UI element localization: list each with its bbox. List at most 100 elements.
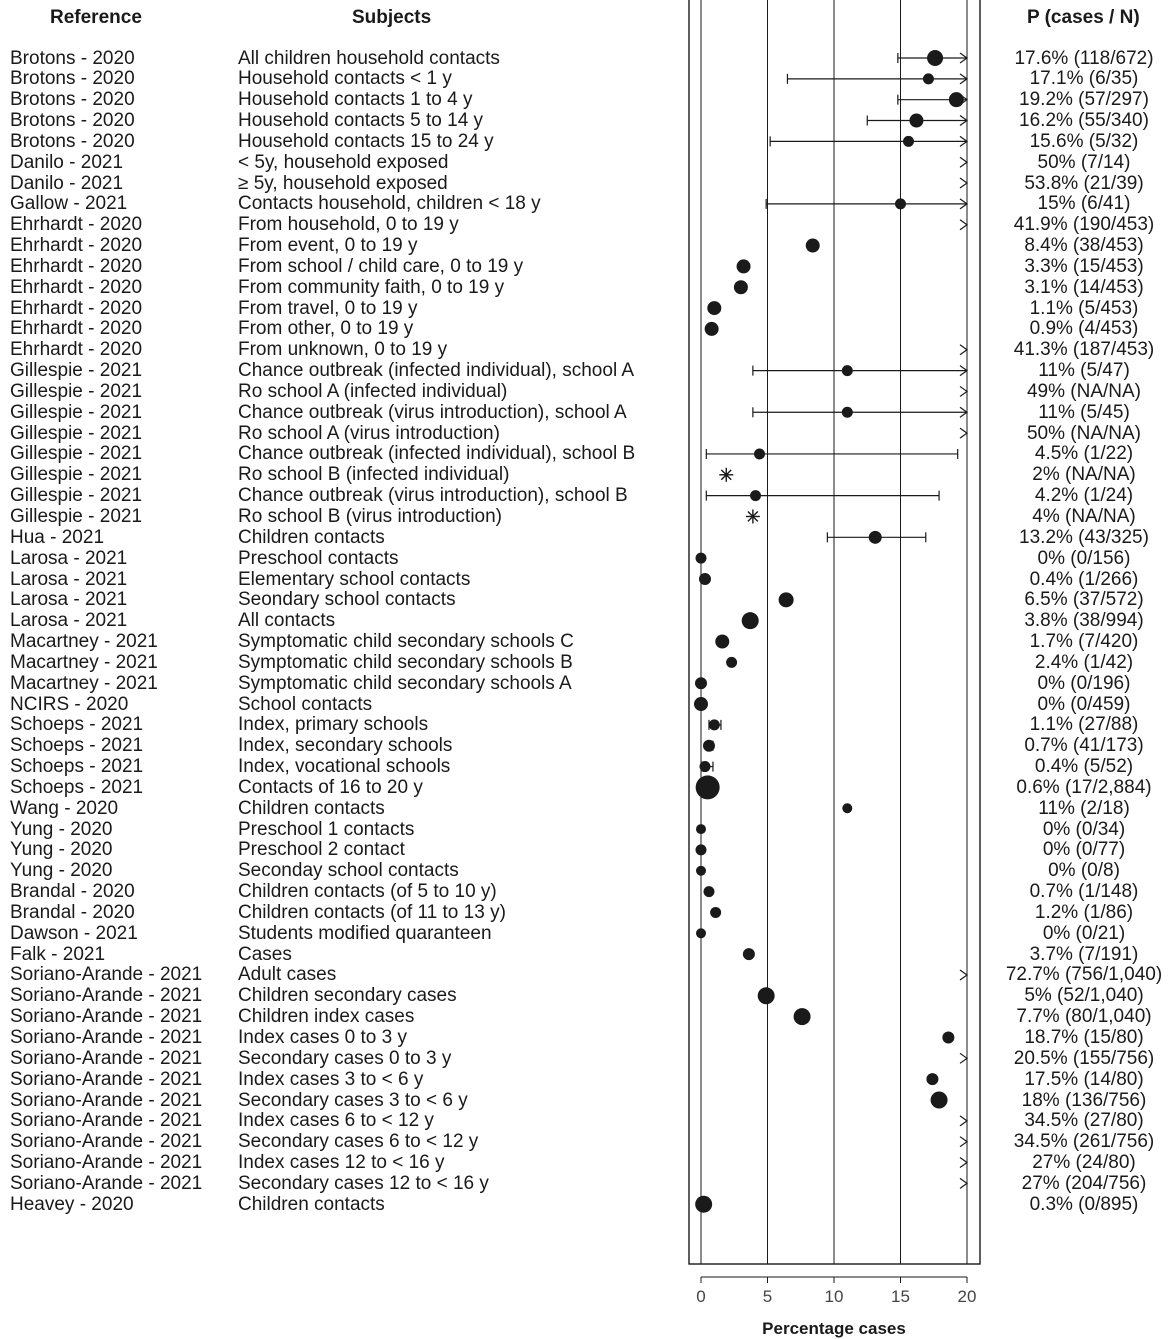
- subject-cell: Household contacts 1 to 4 y: [238, 89, 473, 111]
- reference-cell: Soriano-Arande - 2021: [10, 1131, 203, 1153]
- estimate-point: [702, 739, 715, 752]
- reference-cell: Soriano-Arande - 2021: [10, 1026, 203, 1048]
- x-axis-label: Percentage cases: [762, 1319, 906, 1338]
- subject-cell: Index cases 6 to < 12 y: [238, 1110, 434, 1132]
- estimate-point: [909, 113, 924, 128]
- subject-cell: All children household contacts: [238, 47, 500, 69]
- table-row: Soriano-Arande - 2021 Secondary cases 12 …: [0, 1173, 1174, 1194]
- ci-arrow: [959, 52, 969, 64]
- subject-cell: Household contacts 15 to 24 y: [238, 130, 494, 152]
- p-cases-cell: 15% (6/41): [1037, 193, 1131, 215]
- p-cases-cell: 11% (5/47): [1038, 360, 1130, 382]
- table-row: Soriano-Arande - 2021 Secondary cases 6 t…: [0, 1131, 1174, 1152]
- p-cases-cell: 5% (52/1,040): [1024, 985, 1144, 1007]
- reference-cell: Larosa - 2021: [10, 547, 128, 569]
- p-cases-cell: 18% (136/756): [1021, 1089, 1147, 1111]
- p-cases-cell: 17.1% (6/35): [1029, 68, 1139, 90]
- table-row: Heavey - 2020 Children contacts 0.3% (0/89…: [0, 1194, 1174, 1215]
- estimate-point: [699, 761, 711, 773]
- p-cases-cell: 0.6% (17/2,884): [1016, 776, 1152, 798]
- p-cases-cell: 4.2% (1/24): [1034, 485, 1134, 507]
- table-row: Gillespie - 2021 Chance outbreak (virus i…: [0, 485, 1174, 506]
- table-row: Macartney - 2021 Symptomatic child second…: [0, 673, 1174, 694]
- p-cases-cell: 3.8% (38/994): [1024, 610, 1144, 632]
- p-cases-cell: 6.5% (37/572): [1024, 589, 1144, 611]
- p-cases-cell: 0% (0/459): [1037, 693, 1131, 715]
- reference-cell: Macartney - 2021: [10, 631, 158, 653]
- estimate-star: [747, 511, 759, 522]
- table-row: Brotons - 2020 Household contacts < 1 y 17…: [0, 68, 1174, 89]
- reference-cell: Schoeps - 2021: [10, 714, 144, 736]
- subject-cell: Secondary cases 6 to < 12 y: [238, 1131, 479, 1153]
- table-row: Schoeps - 2021 Index, secondary schools 0.…: [0, 735, 1174, 756]
- subject-cell: Seondary school contacts: [238, 589, 456, 611]
- reference-cell: Soriano-Arande - 2021: [10, 1068, 203, 1090]
- table-row: Gillespie - 2021 Ro school A (infected in…: [0, 381, 1174, 402]
- reference-cell: Gillespie - 2021: [10, 401, 143, 423]
- estimate-point: [736, 259, 751, 274]
- table-row: Gillespie - 2021 Chance outbreak (infecte…: [0, 443, 1174, 464]
- p-cases-cell: 15.6% (5/32): [1029, 130, 1139, 152]
- table-row: Soriano-Arande - 2021 Index cases 12 to <…: [0, 1152, 1174, 1173]
- p-cases-cell: 3.1% (14/453): [1024, 276, 1144, 298]
- subject-cell: From household, 0 to 19 y: [238, 214, 459, 236]
- subject-cell: From travel, 0 to 19 y: [238, 297, 418, 319]
- p-cases-cell: 20.5% (155/756): [1013, 1047, 1155, 1069]
- table-row: Soriano-Arande - 2021 Index cases 0 to 3 …: [0, 1027, 1174, 1048]
- p-cases-cell: 27% (24/80): [1032, 1152, 1136, 1174]
- table-row: Schoeps - 2021 Index, primary schools 1.1%…: [0, 714, 1174, 735]
- reference-cell: Danilo - 2021: [10, 172, 124, 194]
- table-row: Schoeps - 2021 Contacts of 16 to 20 y 0.6%…: [0, 777, 1174, 798]
- estimate-point: [694, 697, 708, 712]
- subject-cell: From other, 0 to 19 y: [238, 318, 414, 340]
- estimate-point: [695, 775, 720, 800]
- table-row: Soriano-Arande - 2021 Index cases 3 to < …: [0, 1069, 1174, 1090]
- table-row: Ehrhardt - 2020 From other, 0 to 19 y 0.9%…: [0, 318, 1174, 339]
- reference-cell: Dawson - 2021: [10, 922, 138, 944]
- table-row: Danilo - 2021 ≥ 5y, household exposed 53.8…: [0, 173, 1174, 194]
- estimate-point: [696, 928, 706, 939]
- p-cases-cell: 34.5% (27/80): [1024, 1110, 1144, 1132]
- estimate-point: [695, 844, 707, 856]
- table-row: Hua - 2021 Children contacts 13.2% (43/325…: [0, 527, 1174, 548]
- table-row: Brotons - 2020 Household contacts 1 to 4 …: [0, 89, 1174, 110]
- table-row: Ehrhardt - 2020 From school / child care,…: [0, 256, 1174, 277]
- table-row: Gillespie - 2021 Ro school A (virus intro…: [0, 423, 1174, 444]
- p-cases-cell: 3.3% (15/453): [1024, 255, 1144, 277]
- p-cases-cell: 16.2% (55/340): [1019, 110, 1149, 132]
- subject-cell: Household contacts < 1 y: [238, 68, 452, 90]
- reference-cell: Brotons - 2020: [10, 110, 135, 132]
- estimate-point: [793, 1008, 811, 1026]
- estimate-point: [895, 198, 906, 210]
- table-row: Larosa - 2021 Preschool contacts 0% (0/156…: [0, 548, 1174, 569]
- reference-cell: NCIRS - 2020: [10, 693, 129, 715]
- table-row: Ehrhardt - 2020 From unknown, 0 to 19 y 41…: [0, 339, 1174, 360]
- table-row: Gillespie - 2021 Ro school B (infected in…: [0, 464, 1174, 485]
- subject-cell: Preschool 2 contact: [238, 839, 405, 861]
- estimate-point: [695, 677, 707, 690]
- reference-cell: Ehrhardt - 2020: [10, 255, 143, 277]
- reference-cell: Ehrhardt - 2020: [10, 339, 143, 361]
- estimate-point: [696, 824, 706, 835]
- reference-cell: Larosa - 2021: [10, 610, 128, 632]
- table-row: Macartney - 2021 Symptomatic child second…: [0, 631, 1174, 652]
- subject-cell: Children contacts: [238, 526, 385, 548]
- reference-cell: Gillespie - 2021: [10, 464, 143, 486]
- estimate-point: [926, 1073, 939, 1086]
- table-row: Larosa - 2021 All contacts 3.8% (38/994): [0, 610, 1174, 631]
- table-row: Brandal - 2020 Children contacts (of 5 to…: [0, 881, 1174, 902]
- p-cases-cell: 2% (NA/NA): [1032, 464, 1136, 486]
- x-tick-label: 15: [891, 1287, 910, 1306]
- subject-cell: All contacts: [238, 610, 336, 632]
- p-cases-cell: 0% (0/8): [1048, 860, 1120, 882]
- reference-cell: Ehrhardt - 2020: [10, 276, 143, 298]
- p-cases-cell: 17.6% (118/672): [1014, 47, 1154, 69]
- estimate-point: [696, 865, 706, 876]
- x-tick-label: 10: [825, 1287, 844, 1306]
- table-row: Yung - 2020 Preschool 1 contacts 0% (0/34): [0, 819, 1174, 840]
- estimate-point: [868, 530, 882, 544]
- table-row: Brotons - 2020 Household contacts 5 to 14…: [0, 110, 1174, 131]
- reference-cell: Yung - 2020: [10, 818, 113, 840]
- estimate-point: [710, 906, 722, 918]
- table-row: Soriano-Arande - 2021 Adult cases 72.7% (7…: [0, 964, 1174, 985]
